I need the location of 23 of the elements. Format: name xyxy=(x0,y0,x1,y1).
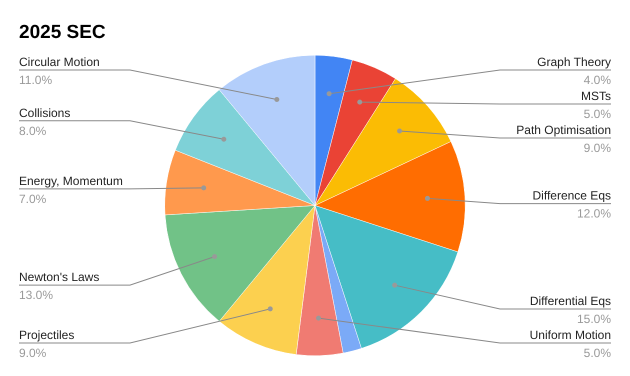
data-label: 5.0% xyxy=(584,346,612,360)
data-label: 9.0% xyxy=(19,346,47,360)
slice-label: Path Optimisation xyxy=(516,123,611,137)
data-label: 15.0% xyxy=(576,312,612,326)
slice-label: Circular Motion xyxy=(19,55,100,69)
data-label: 5.0% xyxy=(584,107,612,121)
data-label: 4.0% xyxy=(584,73,612,87)
data-label: 9.0% xyxy=(584,141,612,155)
data-label: 13.0% xyxy=(19,288,54,302)
slice-label: Graph Theory xyxy=(537,55,611,69)
slice-label: Differential Eqs xyxy=(530,294,611,308)
slice-label: Newton's Laws xyxy=(19,270,100,284)
data-label: 7.0% xyxy=(19,192,47,206)
data-label: 11.0% xyxy=(19,73,52,87)
slice-label: Energy, Momentum xyxy=(19,174,123,188)
slice-label: MSTs xyxy=(581,89,611,103)
slice-label: Difference Eqs xyxy=(532,188,611,203)
slice-label: Collisions xyxy=(19,106,70,120)
slice-label: Projectiles xyxy=(19,328,74,342)
chart-title: 2025 SEC xyxy=(19,22,106,43)
slice-label: Uniform Motion xyxy=(530,328,611,342)
data-label: 8.0% xyxy=(19,124,47,138)
data-label: 12.0% xyxy=(576,206,612,221)
